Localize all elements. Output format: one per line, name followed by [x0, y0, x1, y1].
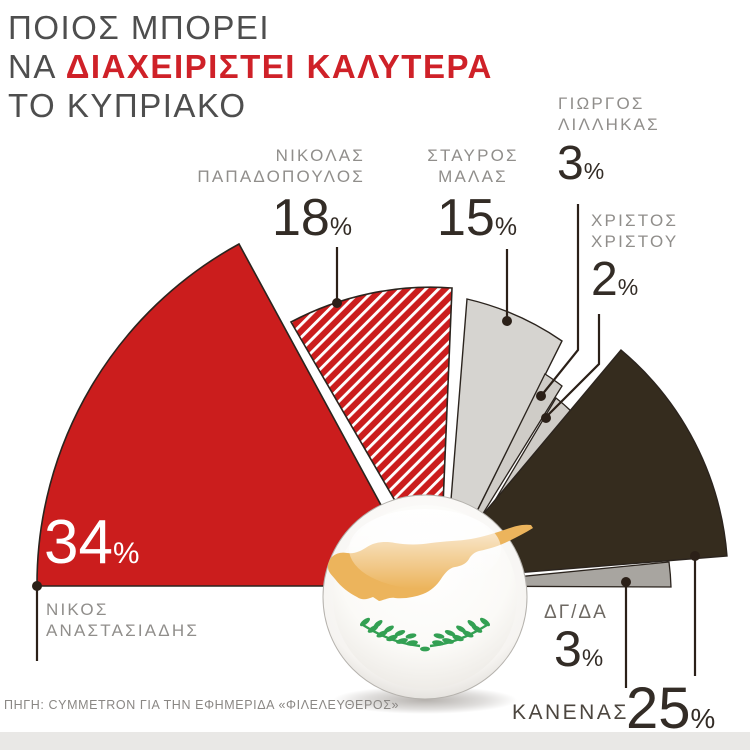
- label-dgda-name: ΔΓ/ΔΑ: [544, 602, 608, 623]
- cyprus-flag-badge: [322, 494, 533, 714]
- leader-dot-malas: [502, 316, 512, 326]
- value-anastasiadis: 34%: [44, 508, 140, 577]
- label-papadopoulos-name: ΝΙΚΟΛΑΣ ΠΑΠΑΔΟΠΟΥΛΟΣ: [197, 146, 365, 186]
- label-kanenas-name: ΚΑΝΕΝΑΣ: [512, 701, 629, 724]
- leader-line-lillikas: [540, 204, 580, 397]
- value-lillikas: 3%: [557, 137, 605, 190]
- page-title: ΠΟΙΟΣ ΜΠΟΡΕΙ ΝΑ ΔΙΑΧΕΙΡΙΣΤΕΙ ΚΑΛΥΤΕΡΑ ΤΟ…: [8, 8, 493, 125]
- slice-anastasiadis: [36, 242, 427, 587]
- leader-dot-lillikas: [536, 391, 546, 401]
- label-lillikas-name: ΓΙΩΡΓΟΣ ΛΙΛΛΗΚΑΣ: [558, 94, 660, 134]
- value-papadopoulos: 18%: [271, 189, 352, 247]
- olive-branch-right: [420, 617, 490, 652]
- title-highlight: ΔΙΑΧΕΙΡΙΣΤΕΙ ΚΑΛΥΤΕΡΑ: [65, 48, 493, 85]
- value-malas: 15%: [437, 189, 518, 247]
- leader-dot-christou: [541, 413, 551, 423]
- slice-malas: [444, 298, 563, 576]
- ground-shadow: [333, 686, 517, 714]
- olive-branch-left: [360, 617, 421, 648]
- leader-dot-anastasiadis: [32, 581, 42, 591]
- title-line-1: ΠΟΙΟΣ ΜΠΟΡΕΙ: [8, 9, 271, 46]
- value-christou: 2%: [591, 253, 639, 306]
- bottom-bar: [0, 732, 750, 750]
- label-anastasiadis-name: ΝΙΚΟΣ ΑΝΑΣΤΑΣΙΑΔΗΣ: [46, 600, 200, 640]
- leader-dot-dgda: [621, 577, 631, 587]
- value-dgda: 3%: [554, 621, 604, 677]
- leader-dot-papadopoulos: [332, 298, 342, 308]
- leader-line-christou: [545, 314, 601, 418]
- slice-kanenas: [426, 349, 728, 581]
- source-note: ΠΗΓΗ: CYMMETRON ΓΙΑ ΤΗΝ ΕΦΗΜΕΡΙΔΑ «ΦΙΛΕΛ…: [4, 698, 400, 712]
- label-malas-name: ΣΤΑΥΡΟΣ ΜΑΛΑΣ: [427, 146, 519, 186]
- badge-gloss: [349, 509, 501, 589]
- value-kanenas: 25%: [626, 676, 716, 741]
- leader-dot-kanenas: [690, 551, 700, 561]
- label-christou-name: ΧΡΙΣΤΟΣ ΧΡΙΣΤΟΥ: [591, 211, 679, 251]
- title-line-2: ΝΑ ΔΙΑΧΕΙΡΙΣΤΕΙ ΚΑΛΥΤΕΡΑ: [8, 48, 493, 85]
- title-line-3: ΤΟ ΚΥΠΡΙΑΚΟ: [8, 87, 247, 124]
